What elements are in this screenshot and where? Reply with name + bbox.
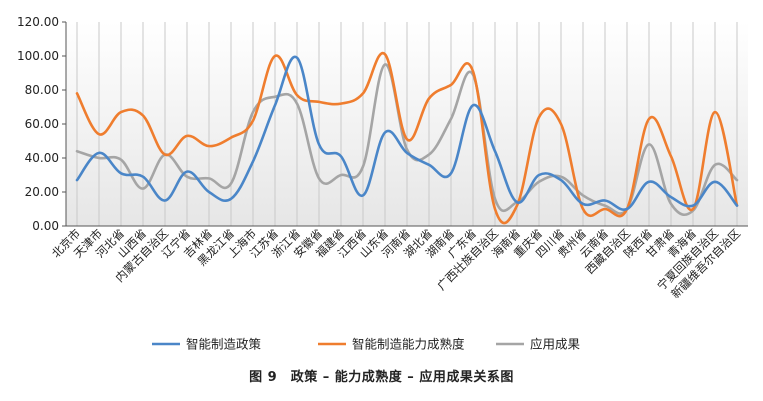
legend-label: 应用成果: [530, 337, 581, 352]
y-axis-ticks: 0.00 20.00 40.00 60.00 80.00 100.00 120.00: [17, 15, 66, 233]
y-tick-label: 0.00: [32, 219, 59, 233]
figure-caption: 图 9 政策 – 能力成熟度 – 应用成果关系图: [249, 370, 514, 385]
y-tick-label: 20.00: [25, 185, 59, 199]
chart: 0.00 20.00 40.00 60.00 80.00 100.00 120.00 北京市…: [17, 15, 748, 352]
y-tick-label: 80.00: [25, 83, 59, 97]
series-line-1: [75, 51, 739, 225]
series-line-0: [75, 55, 739, 211]
legend-label: 智能制造能力成熟度: [352, 337, 465, 352]
y-tick-label: 120.00: [17, 15, 59, 29]
y-tick-label: 40.00: [25, 151, 59, 165]
x-axis-ticks: 北京市天津市河北省山西省内蒙古自治区辽宁省吉林省黑龙江省上海市江苏省浙江省安徽省…: [49, 226, 743, 301]
legend-label: 智能制造政策: [186, 337, 262, 352]
series-lines: [75, 51, 739, 225]
grid: [76, 22, 738, 226]
y-tick-label: 60.00: [25, 117, 59, 131]
legend: 智能制造政策 智能制造能力成熟度 应用成果: [152, 337, 581, 352]
y-tick-label: 100.00: [17, 49, 59, 63]
